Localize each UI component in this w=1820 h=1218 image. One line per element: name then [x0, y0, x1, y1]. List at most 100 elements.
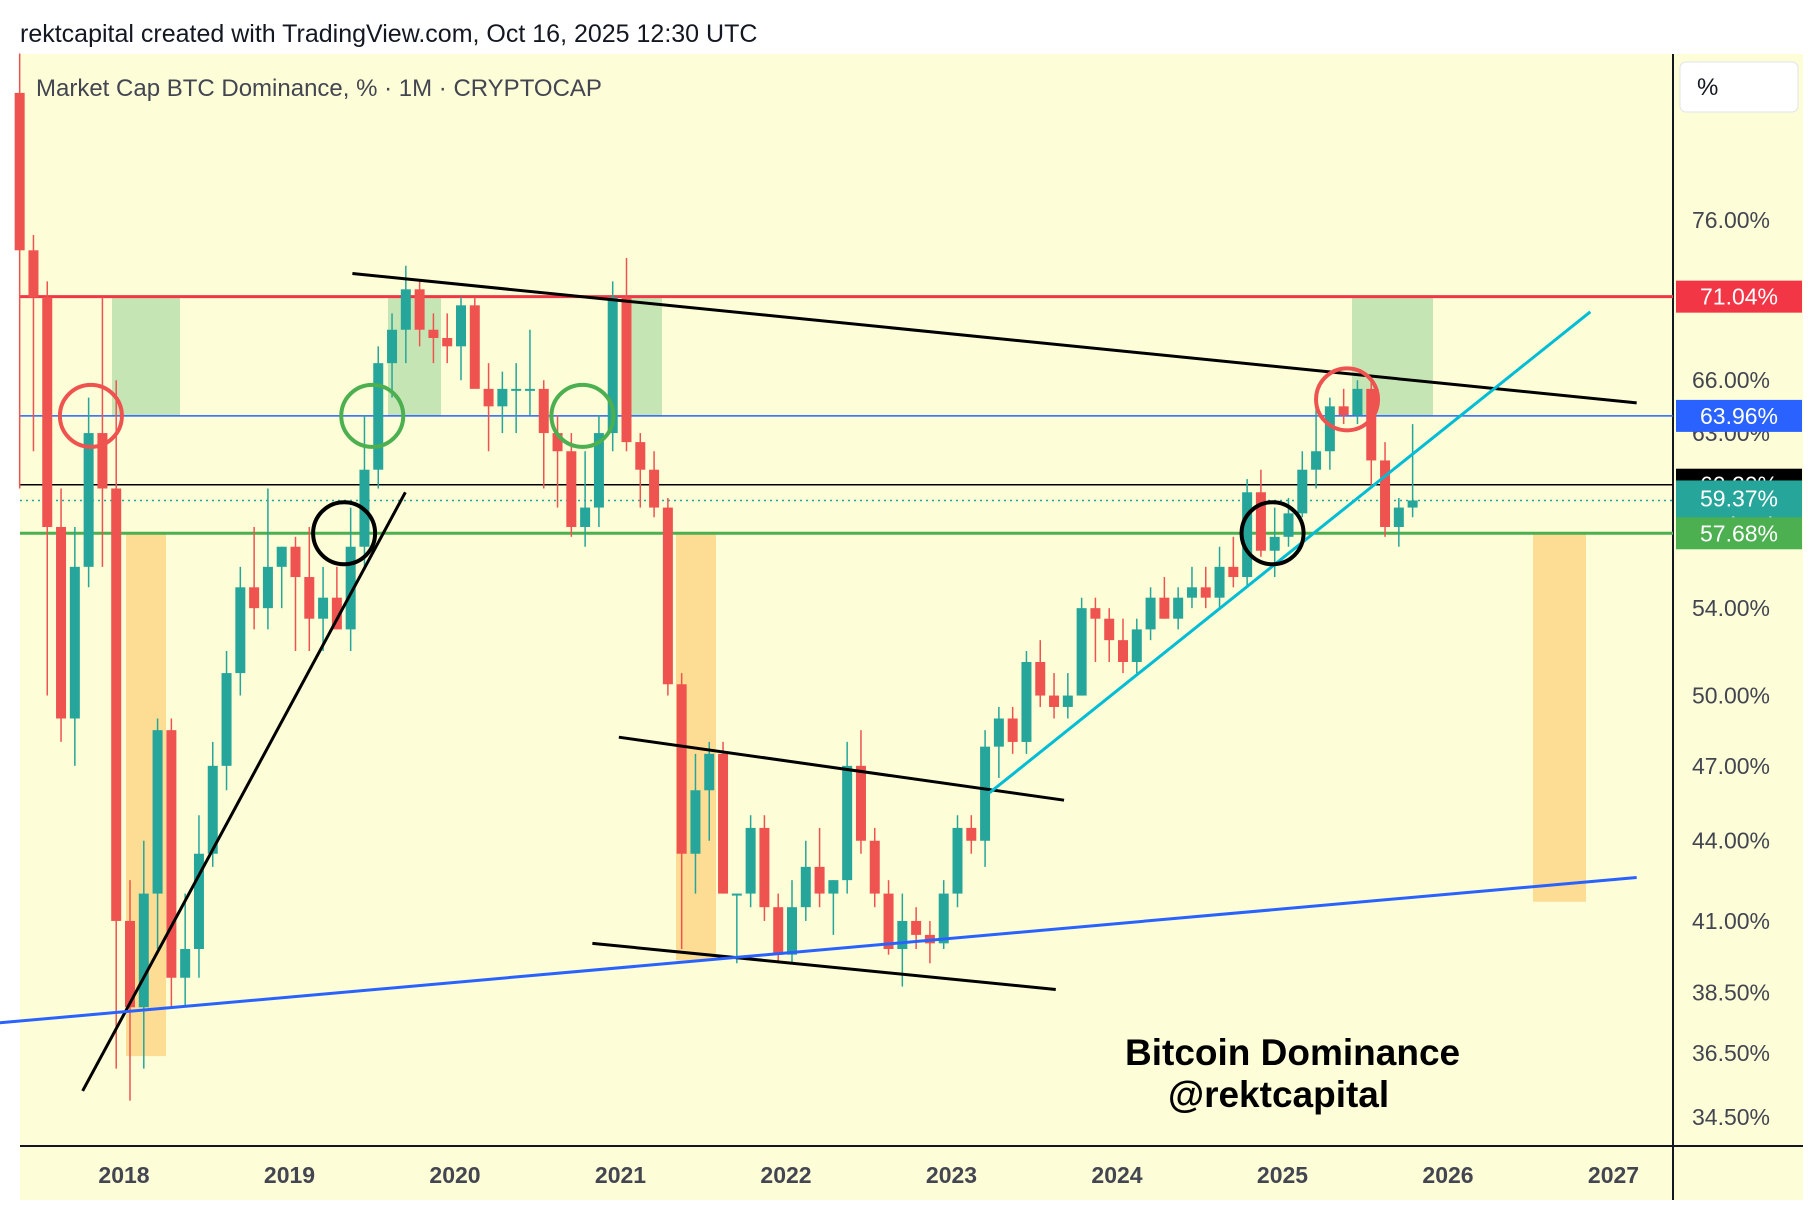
trendline-channel-top — [618, 735, 1065, 802]
candle-body — [855, 765, 866, 841]
price-label-box-red — [1676, 280, 1802, 313]
candle-body — [1214, 566, 1225, 598]
candle-body — [593, 433, 604, 508]
candle-body — [690, 790, 701, 854]
y-tick-label: 76.00% — [1692, 207, 1770, 233]
candle-body — [1159, 597, 1170, 619]
x-tick-label: 2021 — [595, 1162, 646, 1188]
candle-body — [221, 673, 232, 766]
candle-body — [897, 920, 908, 949]
candle-body — [276, 546, 287, 567]
y-tick-label: 34.50% — [1692, 1104, 1770, 1130]
candle-body — [814, 866, 825, 894]
candle-body — [1311, 451, 1322, 470]
trendline-2018-rally — [81, 491, 407, 1092]
candle-body — [1076, 608, 1087, 696]
price-label-green: 57.68% — [1700, 520, 1778, 546]
candle-body — [580, 507, 591, 527]
candle-body — [676, 684, 687, 854]
candle-body — [193, 853, 204, 949]
candle-body — [1062, 695, 1073, 707]
resistance-zone — [112, 296, 180, 416]
candle-body — [869, 840, 880, 894]
candle-body — [993, 718, 1004, 747]
candle-body — [428, 329, 439, 339]
price-label-current: 59.37% — [1700, 485, 1778, 511]
annotation-title: Bitcoin Dominance — [1125, 1032, 1460, 1073]
unit-button[interactable] — [1679, 61, 1799, 113]
candle-body — [1021, 661, 1032, 742]
candle-body — [69, 566, 80, 719]
candle-body — [538, 388, 549, 434]
candle-body — [1269, 536, 1280, 551]
annotation-handle: @rektcapital — [1168, 1074, 1389, 1115]
candle-body — [607, 297, 618, 434]
candle-body — [1228, 566, 1239, 578]
y-axis-ticks: 76.00%66.00%63.00%54.00%50.00%47.00%44.0… — [1692, 207, 1770, 1130]
price-label-red: 71.04% — [1700, 284, 1778, 310]
candle-body — [262, 566, 273, 609]
candle-body — [1407, 500, 1418, 508]
candle-body — [828, 880, 839, 894]
candle-body — [456, 305, 466, 347]
candle-body — [28, 250, 39, 298]
candle-body — [1338, 406, 1349, 416]
candle-body — [1007, 718, 1018, 742]
candle-body — [883, 893, 894, 949]
y-tick-label: 41.00% — [1692, 908, 1770, 934]
candle-body — [1145, 597, 1156, 630]
y-tick-label: 66.00% — [1692, 367, 1770, 393]
attribution-text: rektcapital created with TradingView.com… — [20, 20, 758, 48]
x-tick-label: 2022 — [760, 1162, 811, 1188]
candle-body — [704, 753, 715, 791]
candle-body — [235, 587, 246, 674]
candle-body — [759, 827, 770, 908]
circle-marker-green — [339, 382, 406, 449]
candle-body — [1035, 661, 1046, 696]
circle-marker-black — [311, 500, 378, 567]
unit-button-label: % — [1697, 74, 1718, 101]
candle-body — [1090, 608, 1101, 619]
trendline-drawings — [0, 272, 1637, 1092]
candle-body — [442, 338, 453, 347]
candle-body — [166, 730, 177, 978]
candle-body — [1380, 460, 1391, 527]
x-tick-label: 2023 — [926, 1162, 977, 1188]
candle-body — [800, 866, 811, 908]
price-label-box-blue — [1676, 399, 1802, 432]
candle-body — [1352, 388, 1363, 416]
trendline-macro-uptrend — [988, 310, 1592, 794]
y-tick-label: 50.00% — [1692, 683, 1770, 709]
candle-body — [745, 827, 756, 894]
candle-body — [911, 920, 922, 935]
chart-title: Market Cap BTC Dominance, % · 1M · CRYPT… — [36, 75, 602, 102]
candle-body — [1186, 587, 1197, 598]
candle-body — [14, 92, 25, 251]
x-tick-label: 2019 — [264, 1162, 315, 1188]
candle-body — [1200, 587, 1211, 598]
trendline-channel-bottom — [592, 941, 1056, 991]
trendline-long-term-support — [0, 875, 1637, 1025]
candle-body — [621, 297, 632, 443]
candle-body — [345, 546, 356, 630]
candle-body — [980, 746, 991, 841]
horizontal-levels — [20, 295, 1673, 535]
price-label-blue: 63.96% — [1700, 403, 1778, 429]
candle-body — [331, 597, 342, 630]
y-tick-label: 38.50% — [1692, 979, 1770, 1005]
x-tick-label: 2024 — [1091, 1162, 1142, 1188]
candle-body — [290, 546, 301, 578]
candle-body — [83, 433, 94, 567]
candle-body — [1297, 469, 1308, 514]
candle-body — [842, 765, 853, 881]
candle-body — [42, 297, 53, 527]
candle-body — [318, 597, 329, 619]
y-tick-label: 47.00% — [1692, 753, 1770, 779]
price-label-box-green — [1676, 517, 1802, 550]
x-tick-label: 2027 — [1588, 1162, 1639, 1188]
candle-body — [400, 289, 411, 330]
x-axis-ticks: 2018 2019 2020 2021 2022 2023 2024 2025 2026 2027 — [98, 1162, 1639, 1188]
candle-body — [662, 507, 673, 685]
candle-body — [649, 469, 660, 508]
